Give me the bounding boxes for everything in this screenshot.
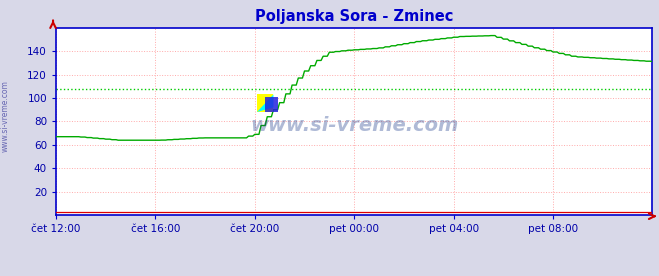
Polygon shape [265, 97, 277, 112]
Polygon shape [257, 94, 273, 112]
Polygon shape [257, 94, 273, 112]
Text: www.si-vreme.com: www.si-vreme.com [1, 80, 10, 152]
Title: Poljanska Sora - Zminec: Poljanska Sora - Zminec [255, 9, 453, 24]
Text: www.si-vreme.com: www.si-vreme.com [250, 116, 459, 135]
